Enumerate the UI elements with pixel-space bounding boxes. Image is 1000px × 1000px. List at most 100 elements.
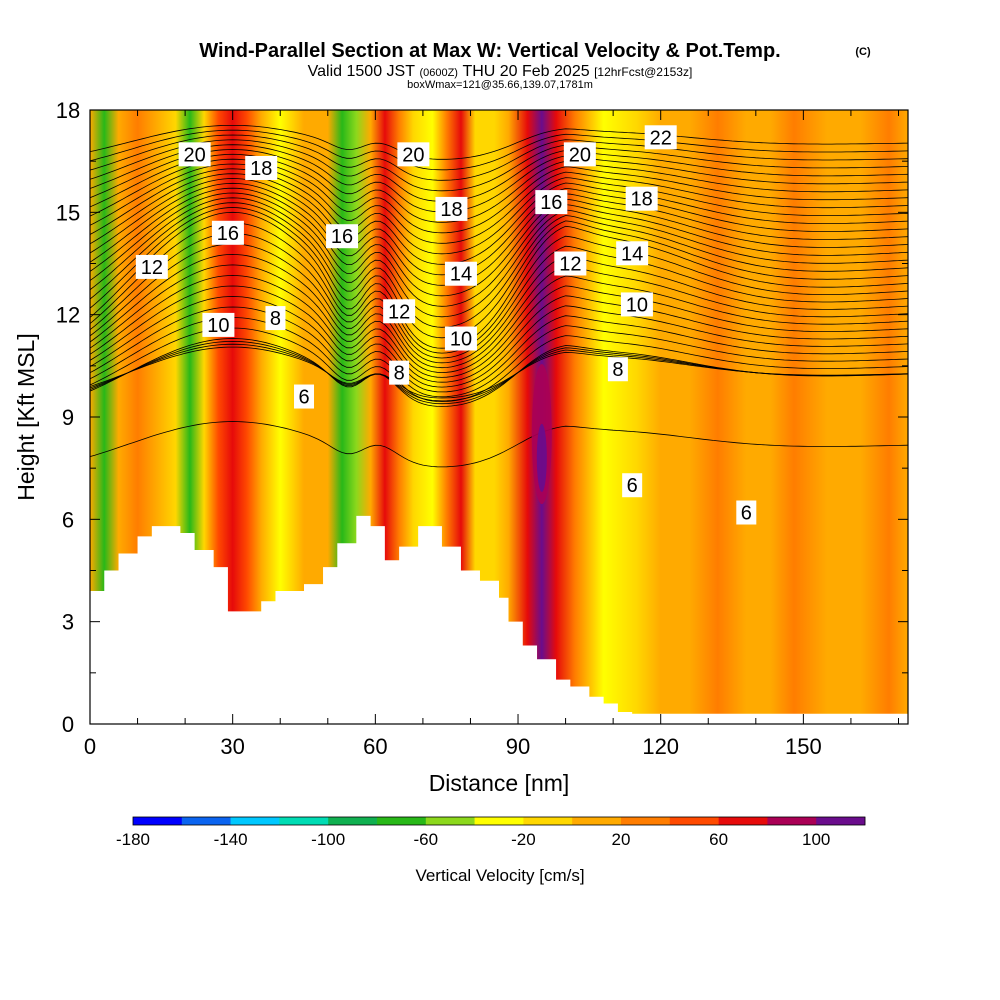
contour-label: 10 bbox=[202, 312, 235, 337]
colorbar-swatch bbox=[377, 817, 427, 825]
contour-label-text: 12 bbox=[388, 301, 410, 323]
theta-contour-line bbox=[90, 253, 908, 369]
contour-label: 20 bbox=[397, 142, 430, 167]
contour-label-text: 14 bbox=[621, 243, 643, 265]
y-axis-label: Height [Kft MSL] bbox=[13, 333, 39, 500]
y-tick-label: 6 bbox=[62, 507, 74, 532]
theta-contour-line bbox=[90, 211, 908, 349]
x-tick-label: 60 bbox=[363, 734, 387, 759]
contour-label-text: 14 bbox=[450, 264, 472, 286]
contour-label-box bbox=[444, 326, 477, 351]
theta-contour-line bbox=[90, 163, 908, 244]
theta-contour-line bbox=[90, 264, 908, 373]
contour-label-box bbox=[644, 125, 677, 150]
contour-label-text: 20 bbox=[569, 144, 591, 166]
colorbar-swatch bbox=[181, 817, 231, 825]
subtitle-utc: (0600Z) bbox=[419, 67, 458, 79]
contour-label-text: 8 bbox=[394, 363, 405, 385]
contour-label-box bbox=[178, 142, 211, 167]
colorbar-swatch bbox=[133, 817, 183, 825]
theta-contour-line bbox=[90, 306, 908, 393]
theta-contour-line bbox=[90, 153, 908, 223]
contour-label-box bbox=[265, 306, 286, 331]
colorbar-swatch bbox=[669, 817, 719, 825]
colorbar-swatch bbox=[328, 817, 378, 825]
contour-label: 6 bbox=[736, 500, 757, 525]
theta-contour-line bbox=[90, 207, 908, 339]
contour-label-box bbox=[625, 186, 658, 211]
contour-label: 20 bbox=[563, 142, 596, 167]
theta-contour-line bbox=[90, 158, 908, 234]
contour-label-box bbox=[607, 357, 628, 382]
contour-label-text: 6 bbox=[298, 387, 309, 409]
y-tick-label: 9 bbox=[62, 405, 74, 430]
y-tick-label: 12 bbox=[56, 303, 80, 328]
contour-label: 8 bbox=[265, 306, 286, 331]
colorbar-swatch bbox=[523, 817, 573, 825]
contour-label-box bbox=[326, 224, 359, 249]
contour-label: 6 bbox=[294, 384, 315, 409]
colorbar-tick-label: -140 bbox=[214, 830, 248, 849]
contour-label: 20 bbox=[178, 142, 211, 167]
contour-label-text: 8 bbox=[612, 359, 623, 381]
plot-area bbox=[90, 110, 908, 724]
contour-label-box bbox=[245, 155, 278, 180]
contour-label-box bbox=[389, 360, 410, 385]
x-axis-label: Distance [nm] bbox=[429, 770, 570, 796]
contour-label: 12 bbox=[135, 254, 168, 279]
theta-contour-line bbox=[90, 197, 908, 318]
colorbar-swatch bbox=[230, 817, 280, 825]
contour-label-text: 10 bbox=[207, 315, 229, 337]
theta-contour-line bbox=[90, 285, 908, 383]
colorbar-tick-label: 100 bbox=[802, 830, 830, 849]
colorbar-swatch bbox=[767, 817, 817, 825]
colorbar-frame bbox=[132, 816, 866, 826]
title-copyright-mark: (C) bbox=[855, 46, 871, 58]
contour-label-box bbox=[202, 312, 235, 337]
contour-label: 22 bbox=[644, 125, 677, 150]
colorbar-tick-label: -60 bbox=[414, 830, 439, 849]
colorbar-swatch bbox=[425, 817, 475, 825]
contour-label-text: 18 bbox=[250, 158, 272, 180]
y-axis-ticks: 0 3 6 9 12 15 18 bbox=[56, 98, 908, 737]
theta-contour-line bbox=[90, 274, 908, 378]
contour-label-box bbox=[554, 251, 587, 276]
contour-label: 18 bbox=[245, 155, 278, 180]
y-tick-label: 0 bbox=[62, 712, 74, 737]
theta-contour-line bbox=[90, 139, 908, 192]
colorbar-swatch bbox=[718, 817, 768, 825]
theta-contour-line bbox=[90, 173, 908, 265]
theta-contour-line bbox=[90, 202, 908, 328]
subtitle-date: THU 20 Feb 2025 bbox=[462, 63, 589, 80]
colorbar-swatch bbox=[621, 817, 671, 825]
theta-contour-line bbox=[90, 421, 908, 468]
contour-label: 16 bbox=[326, 224, 359, 249]
theta-contour-line bbox=[90, 134, 908, 181]
contour-label-text: 16 bbox=[331, 226, 353, 248]
colorbar-tick-label: 20 bbox=[612, 830, 631, 849]
contour-label: 12 bbox=[554, 251, 587, 276]
contour-label-box bbox=[563, 142, 596, 167]
contour-label-text: 16 bbox=[540, 192, 562, 214]
contour-label-box bbox=[736, 500, 757, 525]
colorbar-label: Vertical Velocity [cm/s] bbox=[415, 866, 584, 885]
contour-label: 8 bbox=[607, 357, 628, 382]
contour-label: 12 bbox=[383, 299, 416, 324]
contour-label-text: 12 bbox=[559, 254, 581, 276]
contour-label: 10 bbox=[444, 326, 477, 351]
x-axis-ticks: 0 30 60 90 120 150 bbox=[84, 110, 899, 759]
theta-contour-line bbox=[90, 178, 908, 276]
contour-label-text: 16 bbox=[217, 223, 239, 245]
x-tick-label: 90 bbox=[506, 734, 530, 759]
theta-contour-line bbox=[90, 192, 908, 307]
contour-label-text: 18 bbox=[631, 189, 653, 211]
colorbar-swatch bbox=[816, 817, 866, 825]
theta-contour-line bbox=[90, 187, 908, 297]
x-tick-label: 150 bbox=[785, 734, 822, 759]
contour-label: 8 bbox=[389, 360, 410, 385]
chart-title: Wind-Parallel Section at Max W: Vertical… bbox=[199, 40, 780, 62]
contour-label: 10 bbox=[620, 292, 653, 317]
contour-label-box bbox=[616, 241, 649, 266]
contour-label-text: 20 bbox=[402, 144, 424, 166]
colorbar-swatch bbox=[279, 817, 329, 825]
